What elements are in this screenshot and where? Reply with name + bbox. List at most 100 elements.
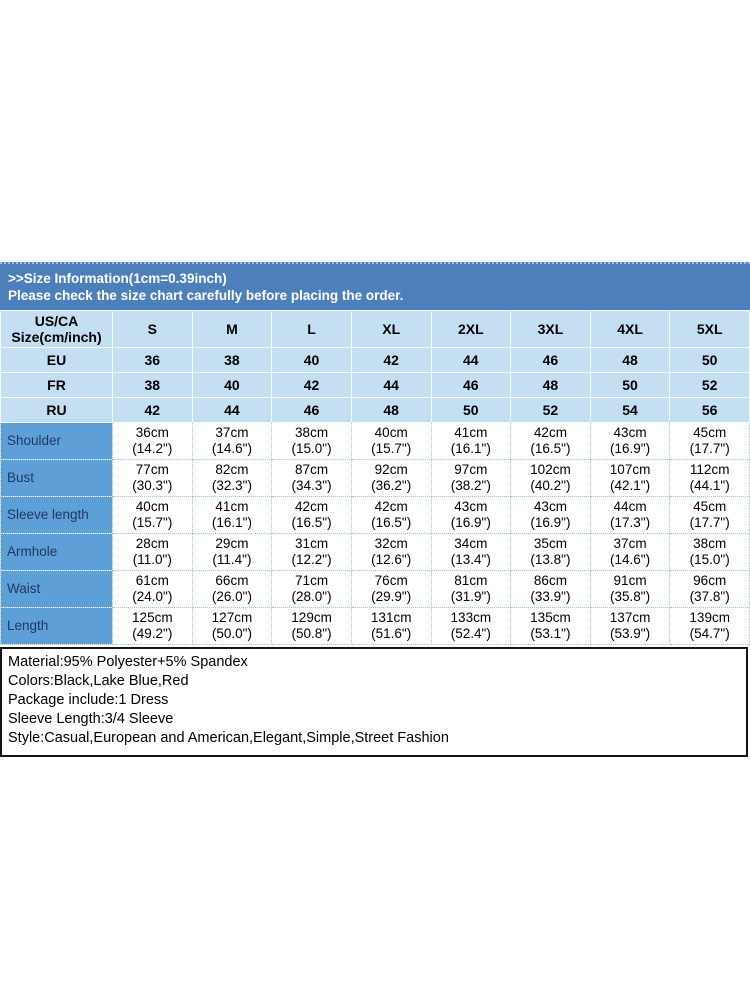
size-col-header-s: S: [112, 310, 193, 348]
size-info-banner: >>Size Information(1cm=0.39inch) Please …: [0, 262, 750, 310]
size-col-header-l: L: [271, 310, 352, 348]
size-cell: 38: [112, 372, 193, 398]
measurement-cell: 81cm (31.9"): [430, 570, 512, 608]
region-label: FR: [0, 372, 113, 398]
size-cell: 40: [271, 347, 352, 373]
measurement-cell: 137cm (53.9"): [589, 607, 671, 645]
measurement-cell: 28cm (11.0"): [112, 533, 193, 571]
size-cell: 38: [191, 347, 273, 373]
measurement-row-shoulder: Shoulder 36cm (14.2") 37cm (14.6") 38cm …: [0, 422, 750, 460]
size-cell: 44: [430, 347, 512, 373]
measurement-cell: 112cm (44.1"): [669, 459, 750, 497]
measurement-cell: 43cm (16.9"): [589, 422, 671, 460]
measurement-cell: 42cm (16.5"): [271, 496, 352, 534]
measurement-cell: 42cm (16.5"): [350, 496, 432, 534]
measurement-cell: 129cm (50.8"): [271, 607, 352, 645]
size-cell: 46: [271, 397, 352, 423]
info-line-material: Material:95% Polyester+5% Spandex: [8, 654, 248, 670]
size-cell: 44: [191, 397, 273, 423]
measurement-cell: 71cm (28.0"): [271, 570, 352, 608]
size-cell: 56: [669, 397, 750, 423]
measurement-cell: 125cm (49.2"): [112, 607, 193, 645]
size-cell: 46: [430, 372, 512, 398]
measurement-cell: 37cm (14.6"): [589, 533, 671, 571]
corner-header-cell: US/CA Size(cm/inch): [0, 310, 113, 348]
measurement-cell: 97cm (38.2"): [430, 459, 512, 497]
region-row-eu: EU 36 38 40 42 44 46 48 50: [0, 347, 750, 373]
measurement-row-armhole: Armhole 28cm (11.0") 29cm (11.4") 31cm (…: [0, 533, 750, 571]
measurement-label: Shoulder: [0, 422, 113, 460]
size-cell: 52: [669, 372, 750, 398]
measurement-cell: 139cm (54.7"): [669, 607, 750, 645]
size-cell: 52: [510, 397, 591, 423]
measurement-cell: 127cm (50.0"): [191, 607, 273, 645]
measurement-cell: 77cm (30.3"): [112, 459, 193, 497]
measurement-cell: 107cm (42.1"): [589, 459, 671, 497]
measurement-cell: 61cm (24.0"): [112, 570, 193, 608]
region-label: RU: [0, 397, 113, 423]
measurement-row-waist: Waist 61cm (24.0") 66cm (26.0") 71cm (28…: [0, 570, 750, 608]
size-cell: 46: [510, 347, 591, 373]
measurement-cell: 36cm (14.2"): [112, 422, 193, 460]
size-cell: 48: [350, 397, 432, 423]
size-col-header-4xl: 4XL: [589, 310, 671, 348]
measurement-cell: 29cm (11.4"): [191, 533, 273, 571]
measurement-cell: 42cm (16.5"): [510, 422, 591, 460]
measurement-cell: 35cm (13.8"): [510, 533, 591, 571]
size-cell: 36: [112, 347, 193, 373]
size-cell: 48: [589, 347, 671, 373]
banner-subtitle: Please check the size chart carefully be…: [8, 288, 404, 303]
region-label: EU: [0, 347, 113, 373]
info-line-colors: Colors:Black,Lake Blue,Red: [8, 673, 189, 689]
size-cell: 42: [271, 372, 352, 398]
measurement-cell: 44cm (17.3"): [589, 496, 671, 534]
measurement-cell: 43cm (16.9"): [430, 496, 512, 534]
size-col-header-3xl: 3XL: [510, 310, 591, 348]
measurement-cell: 45cm (17.7"): [669, 496, 750, 534]
measurement-row-bust: Bust 77cm (30.3") 82cm (32.3") 87cm (34.…: [0, 459, 750, 497]
measurement-cell: 133cm (52.4"): [430, 607, 512, 645]
measurement-cell: 86cm (33.9"): [510, 570, 591, 608]
measurement-cell: 32cm (12.6"): [350, 533, 432, 571]
measurement-cell: 96cm (37.8"): [669, 570, 750, 608]
measurement-cell: 66cm (26.0"): [191, 570, 273, 608]
banner-title: >>Size Information(1cm=0.39inch): [8, 271, 227, 286]
measurement-cell: 92cm (36.2"): [350, 459, 432, 497]
measurement-cell: 76cm (29.9"): [350, 570, 432, 608]
size-cell: 50: [669, 347, 750, 373]
size-cell: 48: [510, 372, 591, 398]
measurement-cell: 34cm (13.4"): [430, 533, 512, 571]
size-col-header-m: M: [191, 310, 273, 348]
measurement-cell: 38cm (15.0"): [271, 422, 352, 460]
measurement-cell: 40cm (15.7"): [350, 422, 432, 460]
measurement-cell: 91cm (35.8"): [589, 570, 671, 608]
size-header-row: US/CA Size(cm/inch) S M L XL 2XL 3XL 4XL…: [0, 310, 750, 348]
size-table: US/CA Size(cm/inch) S M L XL 2XL 3XL 4XL…: [0, 310, 750, 645]
size-col-header-2xl: 2XL: [430, 310, 512, 348]
info-line-sleeve-length: Sleeve Length:3/4 Sleeve: [8, 711, 174, 727]
size-col-header-5xl: 5XL: [669, 310, 750, 348]
measurement-label: Sleeve length: [0, 496, 113, 534]
measurement-cell: 82cm (32.3"): [191, 459, 273, 497]
measurement-cell: 45cm (17.7"): [669, 422, 750, 460]
measurement-cell: 43cm (16.9"): [510, 496, 591, 534]
measurement-cell: 41cm (16.1"): [191, 496, 273, 534]
size-cell: 42: [112, 397, 193, 423]
measurement-cell: 41cm (16.1"): [430, 422, 512, 460]
measurement-cell: 40cm (15.7"): [112, 496, 193, 534]
size-cell: 42: [350, 347, 432, 373]
info-line-package: Package include:1 Dress: [8, 692, 169, 708]
measurement-cell: 31cm (12.2"): [271, 533, 352, 571]
measurement-cell: 131cm (51.6"): [350, 607, 432, 645]
size-col-header-xl: XL: [350, 310, 432, 348]
size-cell: 54: [589, 397, 671, 423]
size-cell: 44: [350, 372, 432, 398]
measurement-cell: 102cm (40.2"): [510, 459, 591, 497]
info-line-style: Style:Casual,European and American,Elega…: [8, 730, 449, 746]
size-cell: 40: [191, 372, 273, 398]
measurement-cell: 135cm (53.1"): [510, 607, 591, 645]
measurement-label: Armhole: [0, 533, 113, 571]
measurement-row-length: Length 125cm (49.2") 127cm (50.0") 129cm…: [0, 607, 750, 645]
region-row-ru: RU 42 44 46 48 50 52 54 56: [0, 397, 750, 423]
size-chart-sheet: >>Size Information(1cm=0.39inch) Please …: [0, 262, 750, 757]
